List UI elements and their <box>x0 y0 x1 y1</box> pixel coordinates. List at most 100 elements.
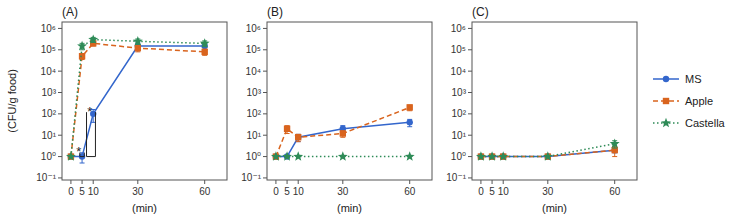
y-tick-label: 10⁵ <box>246 44 261 55</box>
y-tick <box>263 113 267 114</box>
data-point <box>200 38 210 47</box>
data-point <box>338 151 348 160</box>
y-tick <box>58 177 62 178</box>
x-tick-label: 0 <box>68 186 74 197</box>
data-point <box>282 151 292 160</box>
x-tick-label: 10 <box>88 186 100 197</box>
y-tick <box>58 49 62 50</box>
data-group <box>476 139 620 161</box>
data-point <box>498 151 508 160</box>
y-tick <box>263 92 267 93</box>
x-tick-label: 5 <box>284 186 290 197</box>
x-tick <box>204 180 205 184</box>
x-tick <box>342 180 343 184</box>
data-point <box>405 151 415 160</box>
data-point <box>293 151 303 160</box>
y-tick <box>263 49 267 50</box>
y-tick-label: 10⁻¹ <box>446 172 466 183</box>
y-axis-label: (CFU/g food) <box>6 69 18 133</box>
y-tick-label: 10¹ <box>42 130 57 141</box>
plot-frame <box>62 22 227 180</box>
data-point <box>543 151 553 160</box>
y-tick <box>468 177 472 178</box>
panel-title: (B) <box>267 5 283 19</box>
x-tick-label: 10 <box>293 186 305 197</box>
series-line <box>276 107 410 156</box>
error-bar <box>296 134 301 141</box>
x-axis-label: (min) <box>337 202 362 214</box>
y-tick-label: 10² <box>452 108 467 119</box>
y-tick <box>58 135 62 136</box>
y-tick <box>263 71 267 72</box>
error-bar <box>135 45 140 51</box>
y-tick-label: 10⁴ <box>451 66 466 77</box>
series-line <box>71 40 205 157</box>
y-tick <box>468 135 472 136</box>
x-tick <box>137 180 138 184</box>
y-tick-label: 10⁵ <box>451 44 466 55</box>
y-tick <box>468 113 472 114</box>
y-tick-label: 10⁻¹ <box>241 172 261 183</box>
legend: MS Apple Castella <box>653 73 726 129</box>
data-group <box>271 104 415 161</box>
x-tick <box>298 180 299 184</box>
y-tick-label: 10⁰ <box>451 151 466 162</box>
x-tick-label: 60 <box>199 186 211 197</box>
legend-label: Castella <box>685 117 726 129</box>
x-tick <box>480 180 481 184</box>
y-tick <box>58 28 62 29</box>
annotation: * <box>87 104 92 119</box>
y-tick-label: 10³ <box>247 87 262 98</box>
legend-marker <box>661 118 671 127</box>
error-bar <box>407 119 412 126</box>
y-tick <box>263 156 267 157</box>
legend-marker <box>663 98 669 104</box>
data-point <box>610 139 620 148</box>
error-bar <box>202 49 207 55</box>
y-tick-label: 10⁰ <box>41 151 56 162</box>
x-tick <box>82 180 83 184</box>
legend-label: MS <box>685 73 702 85</box>
y-tick-label: 10¹ <box>452 130 467 141</box>
y-tick-label: 10⁴ <box>41 66 56 77</box>
panel: 10⁻¹10⁰10¹10²10³10⁴10⁵10⁶05103060(B)(min… <box>241 5 432 214</box>
data-point <box>476 151 486 160</box>
x-axis-label: (min) <box>132 202 157 214</box>
data-point <box>77 41 87 50</box>
annotation: * <box>76 144 81 159</box>
error-bar <box>285 126 290 134</box>
y-tick <box>58 71 62 72</box>
y-tick-label: 10¹ <box>247 130 262 141</box>
error-bar <box>340 131 345 137</box>
y-tick-label: 10⁰ <box>246 151 261 162</box>
y-tick <box>263 135 267 136</box>
y-tick-label: 10⁶ <box>451 23 466 34</box>
y-tick-label: 10⁶ <box>41 23 56 34</box>
x-tick-label: 60 <box>404 186 416 197</box>
error-bar <box>407 105 412 111</box>
y-tick-label: 10⁶ <box>246 23 261 34</box>
data-point <box>340 130 346 136</box>
data-point <box>487 151 497 160</box>
x-tick-label: 60 <box>609 186 621 197</box>
data-point <box>135 45 141 51</box>
y-tick-label: 10³ <box>42 87 57 98</box>
y-tick-label: 10⁵ <box>41 44 56 55</box>
plot-frame <box>267 22 432 180</box>
data-point <box>271 151 281 160</box>
panel: 10⁻¹10⁰10¹10²10³10⁴10⁵10⁶05103060(C)(min… <box>446 5 637 214</box>
y-tick <box>263 28 267 29</box>
x-tick-label: 0 <box>273 186 279 197</box>
legend-label: Apple <box>685 95 713 107</box>
data-point <box>88 34 98 43</box>
data-group <box>66 34 210 163</box>
y-tick <box>58 92 62 93</box>
y-tick <box>263 177 267 178</box>
data-point <box>295 134 301 140</box>
x-tick-label: 30 <box>132 186 144 197</box>
error-bar <box>296 134 301 141</box>
x-tick-label: 10 <box>498 186 510 197</box>
plot-frame <box>472 22 637 180</box>
x-tick <box>287 180 288 184</box>
x-tick <box>503 180 504 184</box>
